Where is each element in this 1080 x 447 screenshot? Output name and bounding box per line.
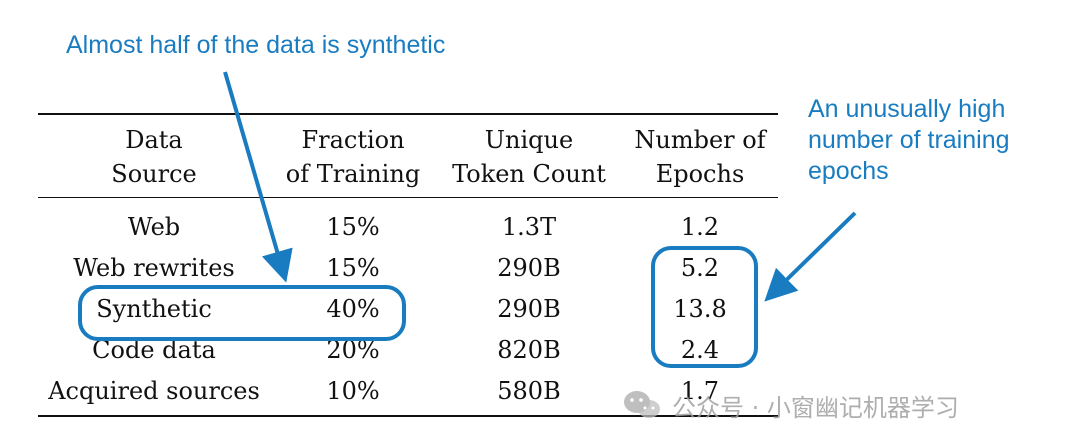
- callout-epochs-line-3: epochs: [808, 157, 889, 185]
- cell-epochs: 5.2: [680, 254, 720, 282]
- table-bottom-rule: [38, 415, 778, 417]
- cell-epochs: 1.7: [680, 377, 720, 405]
- cell-token-count: 290B: [497, 295, 561, 323]
- cell-epochs: 2.4: [680, 336, 720, 364]
- cell-token-count: 580B: [497, 377, 561, 405]
- cell-source: Acquired sources: [48, 377, 260, 405]
- callout-epochs: An unusually high number of training epo…: [808, 94, 1010, 187]
- header-line: Fraction: [301, 126, 405, 154]
- callout-epochs-line-1: An unusually high: [808, 95, 1006, 123]
- table-row: Acquired sources 10% 580B 1.7: [38, 371, 778, 411]
- epochs-highlight: [651, 246, 758, 368]
- callout-synthetic: Almost half of the data is synthetic: [66, 31, 446, 59]
- cell-token-count: 1.3T: [501, 213, 557, 241]
- header-unique-token-count: Unique Token Count: [436, 123, 622, 191]
- cell-epochs: 13.8: [673, 295, 727, 323]
- cell-token-count: 820B: [497, 336, 561, 364]
- cell-fraction: 40%: [326, 295, 380, 323]
- wechat-icon: [624, 391, 660, 418]
- header-fraction-of-training: Fraction of Training: [270, 123, 436, 191]
- watermark-text: 公众号 · 小窗幽记机器学习: [672, 393, 959, 422]
- header-line: Data: [125, 126, 183, 154]
- cell-source: Web: [127, 213, 181, 241]
- header-data-source: Data Source: [38, 123, 270, 191]
- header-line: Epochs: [655, 160, 745, 188]
- table-row: Synthetic 40% 290B 13.8: [38, 289, 778, 329]
- header-number-of-epochs: Number of Epochs: [622, 123, 778, 191]
- synthetic-row-highlight: [78, 285, 406, 341]
- cell-fraction: 10%: [326, 377, 380, 405]
- arrow-to-epochs: [764, 211, 857, 302]
- header-line: of Training: [285, 160, 421, 188]
- table-top-rule: [38, 113, 778, 115]
- cell-fraction: 15%: [326, 213, 380, 241]
- cell-epochs: 1.2: [680, 213, 720, 241]
- header-line: Unique: [484, 126, 574, 154]
- callout-epochs-line-2: number of training: [808, 126, 1010, 154]
- table-header: Data Source Fraction of Training Unique …: [38, 123, 778, 195]
- table-header-rule: [38, 197, 778, 198]
- table-row: Web 15% 1.3T 1.2: [38, 207, 778, 247]
- header-line: Number of: [634, 126, 766, 154]
- cell-token-count: 290B: [497, 254, 561, 282]
- cell-fraction: 15%: [326, 254, 380, 282]
- watermark: 公众号 · 小窗幽记机器学习: [622, 386, 959, 424]
- header-line: Token Count: [452, 160, 606, 188]
- cell-source: Synthetic: [96, 295, 212, 323]
- cell-source: Web rewrites: [73, 254, 235, 282]
- table-row: Web rewrites 15% 290B 5.2: [38, 248, 778, 288]
- header-line: Source: [111, 160, 197, 188]
